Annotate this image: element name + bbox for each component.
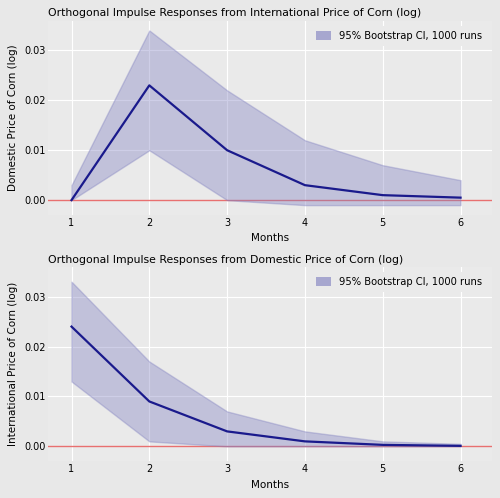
X-axis label: Months: Months <box>251 480 289 490</box>
Legend: 95% Bootstrap CI, 1000 runs: 95% Bootstrap CI, 1000 runs <box>310 25 486 45</box>
Legend: 95% Bootstrap CI, 1000 runs: 95% Bootstrap CI, 1000 runs <box>310 272 486 292</box>
Y-axis label: International Price of Corn (log): International Price of Corn (log) <box>8 282 18 446</box>
Text: Orthogonal Impulse Responses from Domestic Price of Corn (log): Orthogonal Impulse Responses from Domest… <box>48 254 404 264</box>
Y-axis label: Domestic Price of Corn (log): Domestic Price of Corn (log) <box>8 44 18 191</box>
Text: Orthogonal Impulse Responses from International Price of Corn (log): Orthogonal Impulse Responses from Intern… <box>48 8 422 18</box>
X-axis label: Months: Months <box>251 234 289 244</box>
